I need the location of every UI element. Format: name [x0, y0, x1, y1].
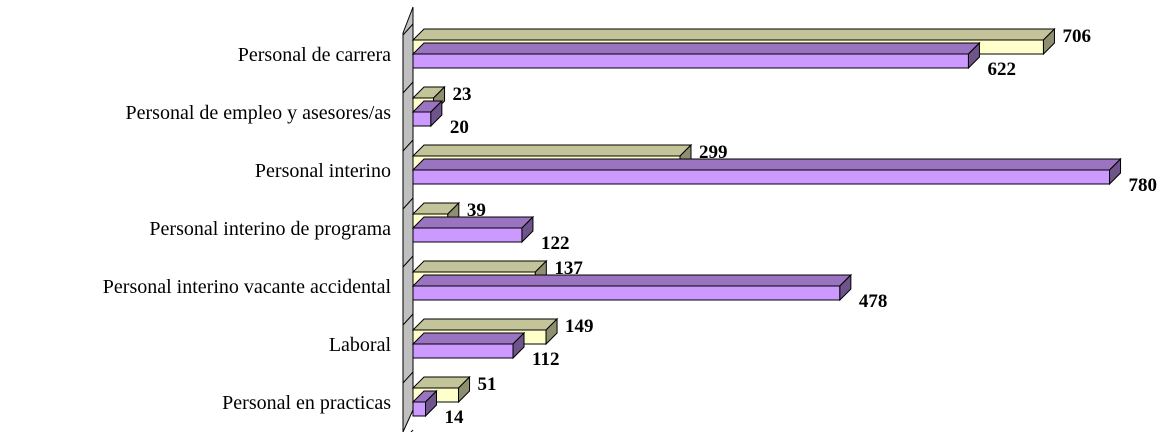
bar	[411, 99, 444, 128]
category-tick	[402, 81, 414, 94]
value-label: 14	[445, 407, 465, 428]
bars	[411, 27, 1122, 418]
category-label: Personal interino	[255, 160, 391, 182]
category-label: Personal de carrera	[238, 44, 391, 66]
chart-back-wall	[402, 6, 414, 432]
bar	[411, 157, 1122, 186]
category-tick	[402, 139, 414, 152]
value-labels: 706 622 23 20 299 780 39 122 137 478 149 112 51 14	[445, 26, 1158, 428]
value-label: 137	[554, 258, 583, 279]
value-label: 478	[859, 291, 888, 312]
value-label: 149	[565, 316, 594, 337]
category-label: Personal interino de programa	[149, 218, 391, 240]
category-tick	[402, 371, 414, 384]
bar	[411, 389, 438, 418]
value-label: 622	[987, 59, 1016, 80]
value-label: 122	[541, 233, 570, 254]
value-label: 51	[478, 374, 497, 395]
category-label: Personal interino vacante accidental	[103, 276, 392, 298]
category-label: Laboral	[329, 334, 392, 356]
value-label: 112	[532, 349, 559, 370]
category-tick	[402, 313, 414, 326]
value-label: 299	[699, 142, 728, 163]
category-tick	[402, 255, 414, 268]
bar	[411, 331, 526, 360]
value-label: 39	[467, 200, 486, 221]
value-label: 706	[1062, 26, 1091, 47]
category-label: Personal en practicas	[222, 392, 391, 414]
category-labels: Personal de carrera Personal de empleo y …	[103, 44, 392, 414]
bar	[411, 273, 853, 302]
axis-ticks	[402, 23, 414, 432]
category-tick	[402, 197, 414, 210]
bar	[411, 41, 981, 70]
value-label: 23	[453, 84, 472, 105]
bar	[411, 215, 535, 244]
category-label: Personal de empleo y asesores/as	[126, 102, 392, 124]
category-tick	[402, 23, 414, 36]
value-label: 780	[1129, 175, 1158, 196]
value-label: 20	[450, 117, 469, 138]
